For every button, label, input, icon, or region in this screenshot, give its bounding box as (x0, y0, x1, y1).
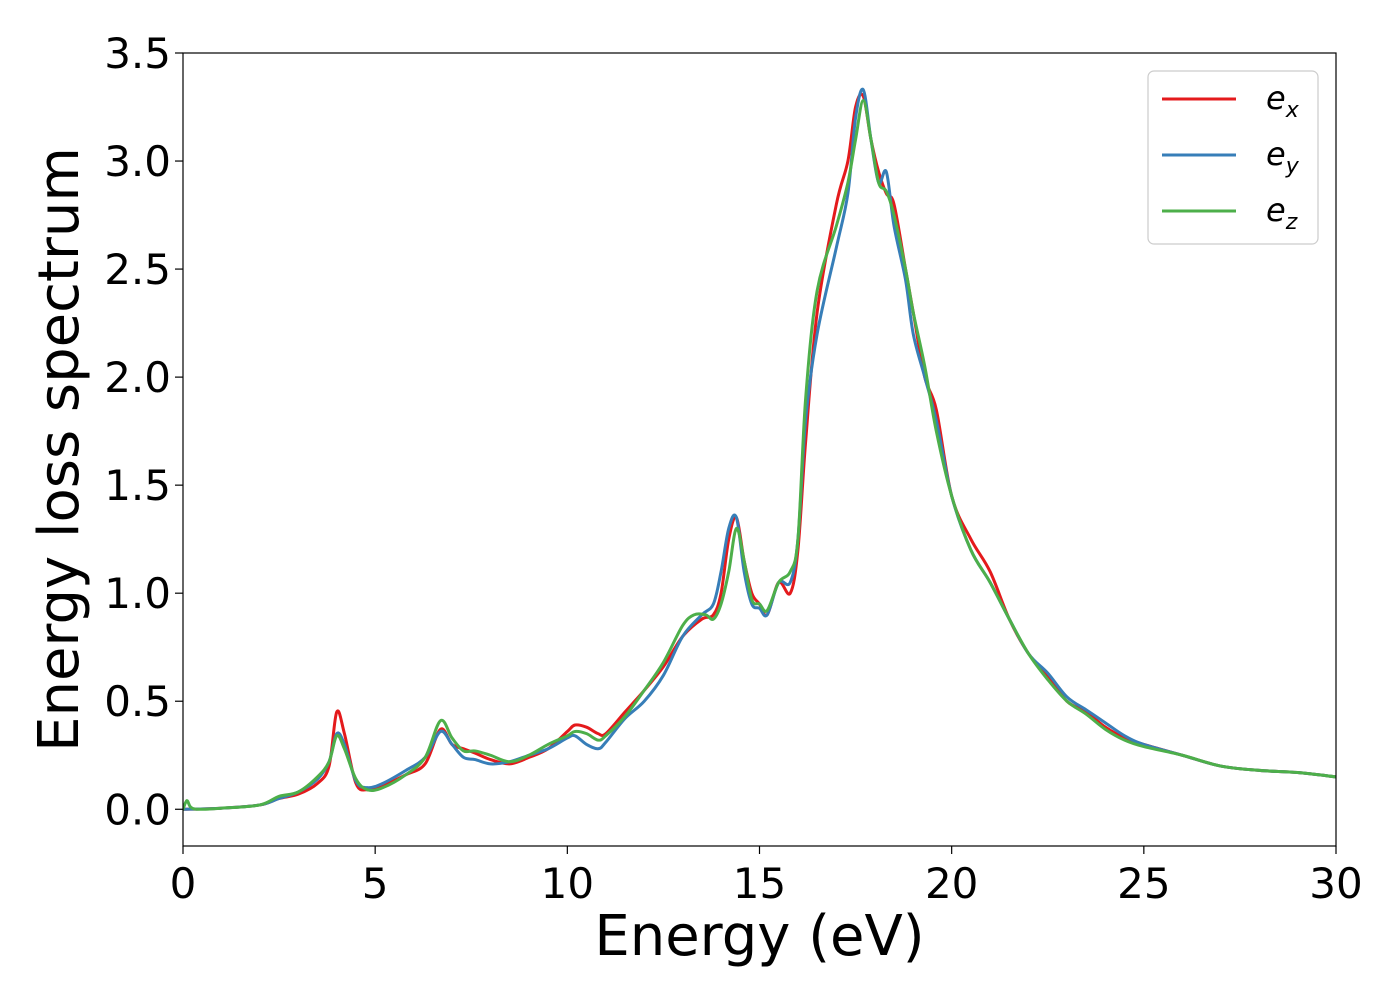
x-tick-label: 0 (170, 859, 197, 908)
y-tick-label: 2.5 (104, 245, 171, 294)
legend-label-y: ey (1266, 135, 1300, 179)
x-tick-label: 20 (925, 859, 978, 908)
x-tick-label: 30 (1309, 859, 1362, 908)
y-tick-label: 1.5 (104, 461, 171, 510)
legend-box (1147, 70, 1319, 245)
y-tick-label: 0.0 (104, 785, 171, 834)
y-tick-label: 3.5 (104, 29, 171, 78)
x-axis-label: Energy (eV) (594, 904, 924, 969)
y-tick-label: 0.5 (104, 677, 171, 726)
x-tick-label: 25 (1117, 859, 1170, 908)
y-tick-label: 3.0 (104, 137, 171, 186)
series-line-z (183, 99, 1336, 811)
y-axis-label: Energy loss spectrum (27, 147, 92, 752)
x-tick-label: 10 (541, 859, 594, 908)
y-axis: 0.0 0.5 1.0 1.5 2.0 2.5 3.0 3.5 (104, 29, 183, 834)
y-tick-label: 1.0 (104, 569, 171, 618)
x-tick-label: 5 (362, 859, 389, 908)
legend-label-z: ez (1266, 191, 1298, 235)
x-axis: 0 5 10 15 20 25 30 (170, 846, 1363, 908)
x-tick-label: 15 (733, 859, 786, 908)
legend-label-x: ex (1266, 79, 1300, 123)
plot-area (183, 87, 1336, 811)
y-tick-label: 2.0 (104, 353, 171, 402)
legend: ex ey ez (1147, 70, 1319, 245)
